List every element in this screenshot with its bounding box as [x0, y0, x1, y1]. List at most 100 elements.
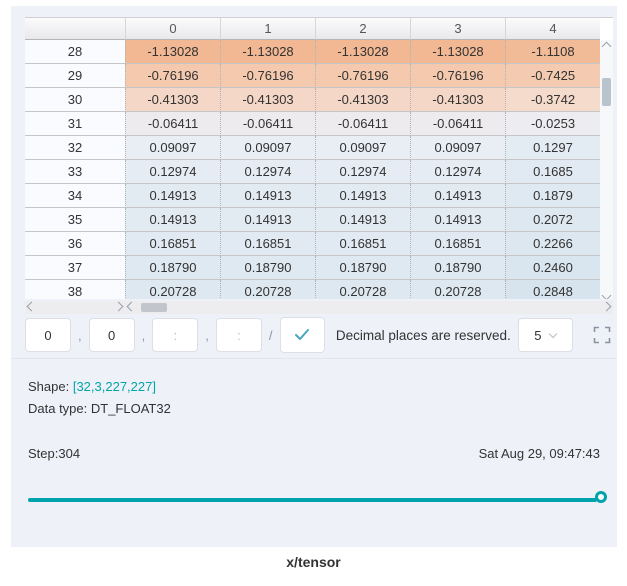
vertical-scrollbar[interactable] [600, 40, 613, 299]
tensor-cell: 0.2266 [505, 232, 600, 256]
tensor-cell: 0.16851 [315, 232, 410, 256]
checkmark-icon [294, 328, 310, 342]
tensor-cell: -0.76196 [410, 64, 505, 88]
dim-separator: , [205, 327, 209, 343]
tensor-cell: 0.18790 [220, 256, 315, 280]
tensor-cell: 0.20728 [125, 280, 220, 299]
tensor-cell: -1.13028 [125, 40, 220, 64]
tensor-cell: 0.14913 [315, 208, 410, 232]
tensor-cell: -0.06411 [220, 112, 315, 136]
step-slider[interactable] [28, 489, 607, 511]
fullscreen-icon[interactable] [593, 326, 611, 344]
dimension-controls: , , , / Decimal places are reserved. 5 [25, 317, 613, 353]
decimal-places-select[interactable]: 5 [517, 318, 573, 352]
dim-separator: , [78, 327, 82, 343]
horizontal-scrollbar-thumb[interactable] [141, 303, 167, 312]
tensor-cell: -0.3742 [505, 88, 600, 112]
dim-input-2[interactable] [88, 318, 135, 352]
tensor-cell: -0.06411 [125, 112, 220, 136]
tensor-cell: 0.1685 [505, 160, 600, 184]
tensor-cell: -1.13028 [220, 40, 315, 64]
table-row: 33 0.12974 0.12974 0.12974 0.12974 0.1685 [25, 160, 613, 184]
scroll-left-icon[interactable] [126, 301, 137, 312]
tensor-cell: -0.7425 [505, 64, 600, 88]
tensor-cell: -0.06411 [315, 112, 410, 136]
dim-input-3[interactable] [152, 318, 199, 352]
vertical-scrollbar-thumb[interactable] [602, 78, 611, 106]
dim-input-1[interactable] [25, 318, 71, 352]
table-row: 29 -0.76196 -0.76196 -0.76196 -0.76196 -0.742… [25, 64, 613, 88]
tensor-cell: -0.41303 [410, 88, 505, 112]
tensor-cell: 0.1297 [505, 136, 600, 160]
tensor-cell: 0.14913 [410, 184, 505, 208]
tensor-cell: -1.1108 [505, 40, 600, 64]
column-header: 3 [410, 18, 505, 40]
tensor-cell: -0.41303 [220, 88, 315, 112]
table-row: 30 -0.41303 -0.41303 -0.41303 -0.41303 -0.374… [25, 88, 613, 112]
column-header: 2 [315, 18, 410, 40]
tensor-info: Shape: [32,3,227,227] Data type: DT_FLOA… [28, 376, 171, 420]
tensor-cell: -0.41303 [125, 88, 220, 112]
table-row: 36 0.16851 0.16851 0.16851 0.16851 0.2266 [25, 232, 613, 256]
shape-value[interactable]: [32,3,227,227] [72, 379, 156, 394]
row-label: 35 [25, 208, 125, 232]
tensor-cell: -1.13028 [410, 40, 505, 64]
apply-dimension-button[interactable] [279, 317, 325, 353]
tensor-cell: 0.16851 [125, 232, 220, 256]
column-header: 0 [125, 18, 220, 40]
step-label: Step:304 [28, 446, 81, 461]
table-row: 35 0.14913 0.14913 0.14913 0.14913 0.2072 [25, 208, 613, 232]
tensor-cell: 0.12974 [410, 160, 505, 184]
data-hscrollbar[interactable] [125, 301, 613, 314]
row-label: 36 [25, 232, 125, 256]
shape-label: Shape: [28, 379, 73, 394]
row-label: 32 [25, 136, 125, 160]
scroll-left-icon[interactable] [26, 301, 37, 312]
tensor-cell: 0.14913 [220, 208, 315, 232]
horizontal-scrollbar[interactable] [25, 301, 613, 314]
tensor-cell: -0.76196 [315, 64, 410, 88]
tensor-cell: 0.1879 [505, 184, 600, 208]
row-label: 38 [25, 280, 125, 299]
tensor-cell: 0.14913 [125, 184, 220, 208]
row-header-hscrollbar[interactable] [25, 301, 125, 314]
tensor-cell: 0.20728 [315, 280, 410, 299]
dim-input-4[interactable] [215, 318, 262, 352]
shape-line: Shape: [32,3,227,227] [28, 376, 171, 398]
row-label: 28 [25, 40, 125, 64]
tensor-cell: 0.09097 [315, 136, 410, 160]
tensor-cell: 0.12974 [220, 160, 315, 184]
scroll-right-icon[interactable] [601, 301, 612, 312]
table-row: 37 0.18790 0.18790 0.18790 0.18790 0.2460 [25, 256, 613, 280]
tensor-cell: -0.76196 [220, 64, 315, 88]
table-corner-cell [25, 18, 125, 40]
tensor-cell: 0.18790 [315, 256, 410, 280]
slider-track[interactable] [28, 498, 597, 502]
chevron-down-icon [549, 329, 558, 338]
table-row: 28 -1.13028 -1.13028 -1.13028 -1.13028 -1.110… [25, 40, 613, 64]
decimal-places-note: Decimal places are reserved. [335, 327, 511, 343]
tensor-cell: 0.18790 [410, 256, 505, 280]
row-label: 37 [25, 256, 125, 280]
scroll-down-icon[interactable] [601, 290, 612, 299]
tensor-cell: 0.09097 [410, 136, 505, 160]
table-row: 38 0.20728 0.20728 0.20728 0.20728 0.2848 [25, 280, 613, 299]
tensor-cell: 0.16851 [410, 232, 505, 256]
slider-handle[interactable] [595, 491, 607, 503]
tensor-cell: -0.41303 [315, 88, 410, 112]
scroll-up-icon[interactable] [601, 41, 612, 52]
tensor-cell: -0.06411 [410, 112, 505, 136]
column-header: 4 [505, 18, 600, 40]
dim-separator: , [141, 327, 146, 343]
column-header: 1 [220, 18, 315, 40]
tensor-cell: 0.2072 [505, 208, 600, 232]
step-row: Step:304 Sat Aug 29, 09:47:43 [28, 446, 600, 461]
tensor-cell: 0.14913 [220, 184, 315, 208]
tensor-cell: 0.2460 [505, 256, 600, 280]
scroll-right-icon[interactable] [113, 301, 124, 312]
row-label: 30 [25, 88, 125, 112]
table-row: 32 0.09097 0.09097 0.09097 0.09097 0.1297 [25, 136, 613, 160]
